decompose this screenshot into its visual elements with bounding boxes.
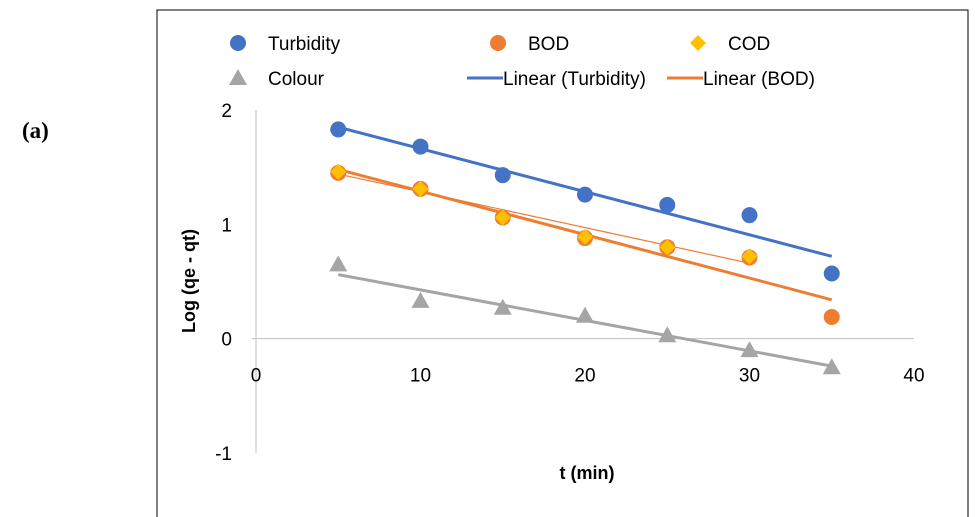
cod-point — [412, 180, 429, 197]
legend-label: COD — [728, 34, 770, 55]
legend: Turbidity BOD COD Colour Linear (Turbidity) L… — [229, 34, 815, 90]
bod-point — [823, 308, 840, 325]
legend-label: BOD — [528, 34, 569, 55]
legend-item-linear-turbidity: Linear (Turbidity) — [467, 69, 646, 90]
legend-item-colour: Colour — [229, 69, 325, 90]
x-tick-label: 40 — [903, 366, 924, 387]
turbidity-point — [659, 196, 676, 213]
colour-point — [411, 291, 430, 308]
legend-swatch-colour — [229, 69, 247, 85]
colour-point — [740, 341, 759, 358]
cod-point — [659, 239, 676, 256]
y-tick-label: 1 — [221, 215, 232, 236]
cod-point — [494, 209, 511, 226]
colour-point — [576, 306, 594, 323]
legend-label: Colour — [268, 69, 325, 90]
cod-point — [741, 248, 758, 265]
legend-label: Turbidity — [268, 34, 341, 55]
turbidity-point — [412, 138, 429, 155]
y-axis-title: Log (qe - qt) — [179, 229, 199, 333]
legend-item-turbidity: Turbidity — [230, 34, 341, 55]
data-points — [329, 121, 841, 375]
chart-frame — [156, 9, 969, 517]
legend-item-bod: BOD — [490, 34, 569, 55]
trendline — [338, 173, 750, 264]
x-tick-label: 20 — [574, 366, 595, 387]
x-axis-title: t (min) — [560, 463, 615, 483]
colour-point — [822, 358, 841, 375]
turbidity-point — [330, 121, 347, 138]
legend-label: Linear (BOD) — [703, 69, 815, 90]
legend-item-linear-bod: Linear (BOD) — [667, 69, 815, 90]
cod-point — [330, 163, 347, 180]
legend-label: Linear (Turbidity) — [503, 69, 646, 90]
turbidity-point — [494, 167, 511, 184]
axes: 0 10 20 30 40 -1 0 1 2 — [215, 101, 924, 465]
cod-point — [577, 228, 593, 245]
legend-swatch-bod — [490, 35, 506, 51]
y-tick-label: 2 — [221, 101, 232, 122]
colour-point — [329, 255, 348, 272]
legend-swatch-turbidity — [230, 35, 246, 51]
turbidity-point — [741, 207, 758, 224]
x-tick-label: 0 — [251, 366, 262, 387]
legend-item-cod: COD — [690, 34, 770, 55]
x-tick-label: 30 — [739, 366, 760, 387]
y-tick-label: 0 — [221, 330, 232, 351]
colour-point — [658, 326, 677, 343]
colour-point — [493, 298, 512, 315]
y-tick-label: -1 — [215, 444, 232, 465]
turbidity-point — [823, 265, 840, 282]
legend-swatch-cod — [690, 35, 706, 51]
panel-label: (a) — [22, 118, 49, 143]
x-tick-label: 10 — [410, 366, 431, 387]
trendlines — [337, 125, 833, 368]
turbidity-point — [577, 186, 593, 203]
